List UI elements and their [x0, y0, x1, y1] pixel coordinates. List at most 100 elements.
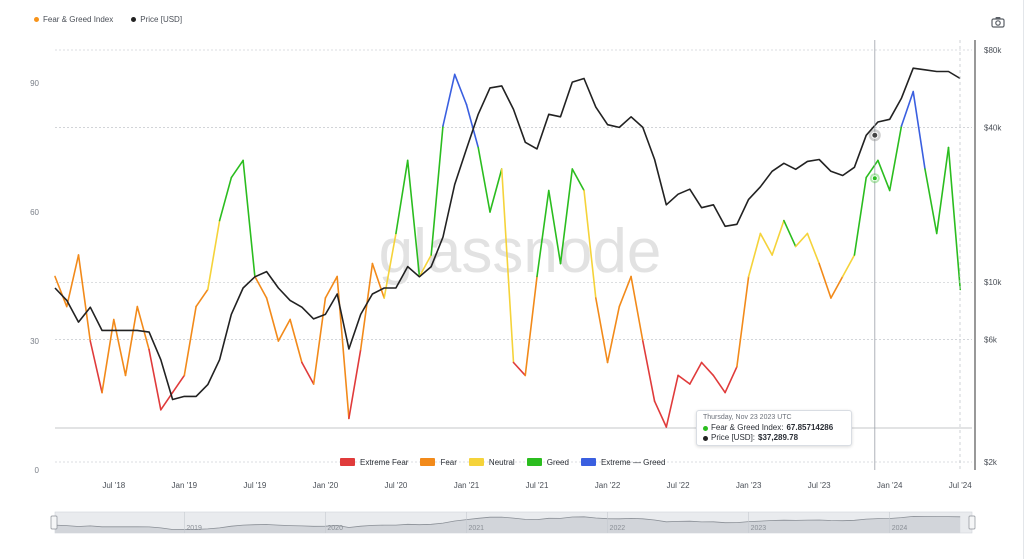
- fear-greed-segment: [594, 297, 609, 364]
- fear-greed-segment: [77, 254, 92, 342]
- camera-icon[interactable]: [991, 15, 1005, 28]
- zone-legend: Extreme Fear Fear Neutral Greed Extreme …: [340, 456, 665, 468]
- zone-item-greed[interactable]: Greed: [526, 457, 569, 467]
- watermark: glassnode: [379, 217, 662, 286]
- fear-greed-segment: [277, 318, 291, 342]
- fear-greed-segment: [465, 103, 480, 149]
- zone-label-fear: Fear: [440, 457, 457, 467]
- fear-greed-segment: [136, 305, 150, 351]
- price-series: [54, 67, 961, 401]
- tooltip-dot-price: [703, 435, 708, 441]
- price-highlight-point: [871, 131, 879, 139]
- fear-greed-segment: [512, 361, 527, 377]
- navigator-right-handle[interactable]: [968, 515, 976, 530]
- fear-greed-segment: [806, 232, 820, 265]
- x-tick-label: Jul '23: [808, 481, 831, 490]
- fear-greed-segment: [453, 73, 468, 106]
- fear-greed-segment: [324, 275, 338, 299]
- crosshair: [868, 40, 961, 470]
- left-tick-label: 90: [30, 79, 39, 88]
- fear-greed-segment: [371, 262, 385, 299]
- navigator-year-label: 2021: [468, 525, 484, 532]
- tooltip-date: Thursday, Nov 23 2023 UTC: [703, 414, 792, 421]
- fear-greed-segment: [89, 340, 103, 394]
- fear-greed-segment: [888, 125, 903, 192]
- zone-label-greed: Greed: [546, 457, 569, 467]
- legend-dot-fear-greed: [34, 16, 39, 22]
- fear-greed-segment: [148, 348, 162, 411]
- fear-greed-segment: [783, 219, 797, 248]
- navigator-left-handle[interactable]: [50, 515, 58, 530]
- right-tick-label: $2k: [984, 458, 998, 467]
- fear-greed-segment: [500, 168, 515, 364]
- fear-greed-segment: [359, 262, 374, 351]
- fear-greed-segment: [207, 219, 221, 291]
- fear-greed-segment: [559, 168, 574, 265]
- left-tick-label: 0: [35, 466, 40, 475]
- fear-greed-segment: [524, 275, 538, 377]
- fear-greed-series: [54, 73, 962, 428]
- zone-swatch-neutral: [468, 458, 484, 466]
- tooltip-fg-label: Fear & Greed Index:: [711, 423, 784, 432]
- fear-greed-segment: [653, 400, 668, 428]
- zone-item-fear[interactable]: Fear: [420, 457, 457, 467]
- tooltip-fg-value: 67.85714286: [786, 423, 834, 432]
- zone-item-extreme-greed[interactable]: Extreme — Greed: [580, 458, 665, 467]
- fear-greed-segment: [912, 90, 926, 170]
- zone-item-neutral[interactable]: Neutral: [468, 458, 515, 467]
- navigator[interactable]: 2019 2020 2021 2022 2023 2024: [50, 511, 976, 534]
- navigator-line: [54, 515, 961, 530]
- legend-label-fear-greed: Fear & Greed Index: [43, 14, 114, 24]
- tooltip-price-value: $37,289.78: [758, 433, 799, 442]
- fear-greed-segment: [348, 348, 362, 420]
- fear-greed-segment: [630, 275, 644, 342]
- zone-swatch-extreme-greed: [580, 458, 596, 466]
- fear-greed-segment: [841, 254, 856, 278]
- fear-greed-segment: [101, 318, 115, 394]
- fear-greed-segment: [771, 219, 785, 256]
- zone-swatch-extreme-fear: [340, 458, 355, 466]
- fear-greed-highlight-point: [871, 175, 878, 182]
- fear-greed-segment: [195, 288, 209, 308]
- x-axis: Jul '18 Jan '19 Jul '19 Jan '20 Jul '20 Jan '…: [102, 481, 972, 490]
- fear-greed-segment: [547, 189, 562, 265]
- fear-greed-segment: [794, 232, 809, 248]
- legend-item-fear-greed[interactable]: Fear & Greed Index: [34, 15, 113, 24]
- fear-greed-segment: [759, 232, 773, 256]
- fear-greed-segment: [265, 297, 280, 342]
- fear-greed-segment: [924, 168, 938, 235]
- zone-item-extreme-fear[interactable]: Extreme Fear: [340, 458, 408, 467]
- x-tick-label: Jan '21: [454, 481, 480, 490]
- fear-greed-segment: [65, 254, 80, 308]
- x-tick-label: Jul '24: [949, 481, 972, 490]
- fear-greed-segment: [700, 361, 715, 377]
- fear-greed-segment: [736, 275, 750, 368]
- zone-label-extreme-fear: Extreme Fear: [360, 457, 409, 467]
- fear-greed-segment: [606, 305, 621, 364]
- fear-greed-segment: [724, 365, 738, 394]
- fear-greed-segment: [289, 318, 303, 364]
- right-tick-label: $40k: [984, 123, 1002, 132]
- x-tick-label: Jul '18: [102, 481, 125, 490]
- fear-greed-segment: [618, 275, 632, 308]
- fear-greed-segment: [406, 159, 421, 278]
- x-tick-label: Jan '24: [877, 481, 903, 490]
- fear-greed-segment: [536, 189, 550, 278]
- legend-item-price[interactable]: Price [USD]: [131, 15, 182, 24]
- fear-greed-segment: [183, 305, 197, 377]
- fear-greed-segment: [689, 361, 703, 385]
- x-tick-label: Jul '20: [384, 481, 407, 490]
- fear-greed-segment: [112, 318, 127, 377]
- tooltip-price-label: Price [USD]:: [711, 433, 756, 442]
- navigator-area: [55, 516, 961, 533]
- fear-greed-segment: [442, 73, 456, 127]
- x-tick-label: Jul '21: [526, 481, 549, 490]
- fear-greed-segment: [54, 275, 68, 308]
- fear-greed-segment: [677, 374, 691, 385]
- x-tick-label: Jul '19: [243, 481, 266, 490]
- navigator-year-label: 2020: [327, 525, 343, 532]
- fear-greed-segment: [571, 168, 585, 192]
- fear-greed-segment: [865, 159, 879, 179]
- navigator-year-label: 2019: [186, 525, 202, 532]
